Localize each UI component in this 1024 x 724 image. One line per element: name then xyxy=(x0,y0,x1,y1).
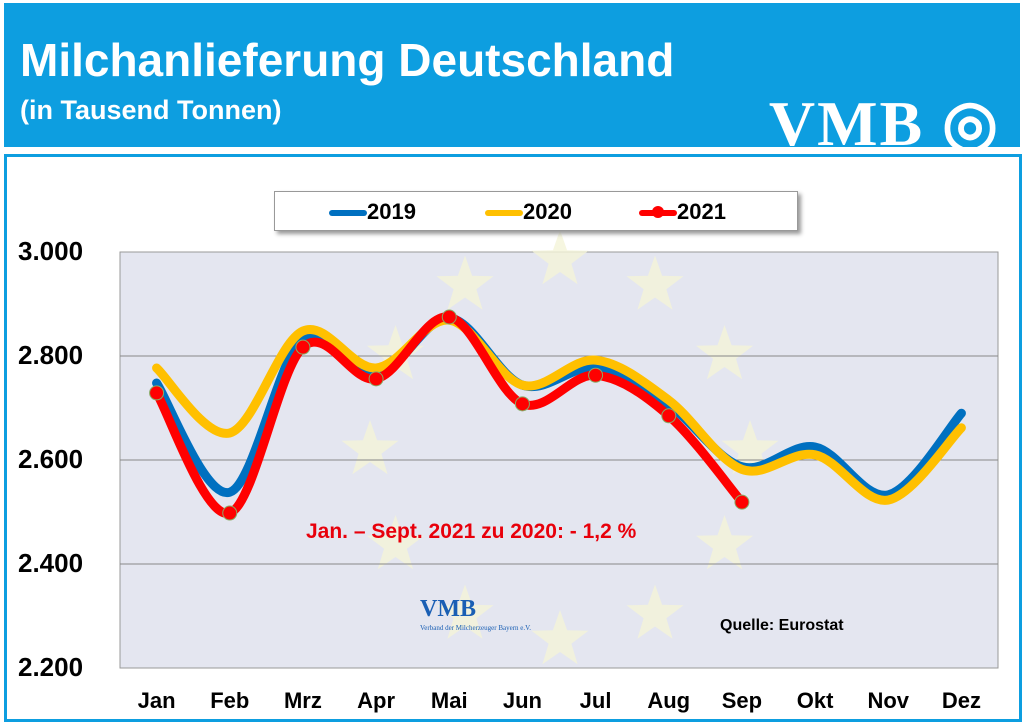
x-tick-label: Jun xyxy=(502,688,542,713)
x-tick-label: Sep xyxy=(721,688,763,713)
legend-swatch-2019 xyxy=(329,210,367,217)
y-tick-label: 2.400 xyxy=(18,548,84,578)
eu-star-icon xyxy=(366,325,424,380)
eu-star-icon xyxy=(531,230,589,285)
eu-star-icon xyxy=(366,515,424,570)
data-point-2021 xyxy=(149,385,165,401)
x-tick-label: Feb xyxy=(210,688,250,713)
x-tick-label: Nov xyxy=(867,688,910,713)
x-tick-label: Dez xyxy=(941,688,981,713)
x-tick-label: Apr xyxy=(357,688,396,713)
data-point-2021 xyxy=(295,339,311,355)
eu-star-icon xyxy=(696,325,754,380)
x-tick-label: Mrz xyxy=(283,688,322,713)
x-tick-label: Jul xyxy=(579,688,612,713)
data-point-2021 xyxy=(588,367,604,383)
eu-star-icon xyxy=(531,610,589,665)
x-tick-label: Mai xyxy=(430,688,468,713)
watermark-logo: VMB xyxy=(420,596,476,622)
eu-star-icon xyxy=(341,420,399,475)
data-point-2021 xyxy=(661,408,677,424)
eu-star-icon xyxy=(721,420,779,475)
annotation: Jan. – Sept. 2021 zu 2020: - 1,2 % xyxy=(306,520,637,543)
data-point-2021 xyxy=(441,309,457,325)
x-tick-label: Jan xyxy=(137,688,176,713)
y-tick-label: 2.800 xyxy=(18,340,84,370)
vmb-logo: VMB ◎ xyxy=(768,88,1000,159)
legend-2021: 2021 xyxy=(639,199,726,225)
eu-star-icon xyxy=(696,515,754,570)
source-label: Quelle: Eurostat xyxy=(720,617,844,634)
eu-star-icon xyxy=(436,255,494,310)
y-tick-label: 2.200 xyxy=(18,652,84,682)
chart-subtitle: (in Tausend Tonnen) xyxy=(20,95,282,125)
header-banner: Milchanlieferung Deutschland (in Tausend… xyxy=(4,3,1020,159)
eu-star-icon xyxy=(436,584,494,639)
series-line-2020 xyxy=(152,315,966,505)
y-tick-label: 2.600 xyxy=(18,444,84,474)
data-point-2021 xyxy=(514,396,530,412)
legend: 2019 2020 2021 xyxy=(274,191,798,231)
data-point-2021 xyxy=(222,505,238,521)
legend-2019: 2019 xyxy=(329,199,416,225)
legend-swatch-2020 xyxy=(485,210,523,217)
eu-star-icon xyxy=(626,584,684,639)
legend-2020: 2020 xyxy=(485,199,572,225)
data-point-2021 xyxy=(368,371,384,387)
eu-star-icon xyxy=(626,255,684,310)
watermark-tagline: Verband der Milcherzeuger Bayern e.V. xyxy=(420,624,532,632)
x-tick-label: Okt xyxy=(796,688,834,713)
series-line-2021 xyxy=(152,312,747,518)
chart-title: Milchanlieferung Deutschland xyxy=(20,34,675,86)
legend-swatch-2021 xyxy=(639,206,677,219)
y-tick-label: 3.000 xyxy=(18,236,84,266)
data-point-2021 xyxy=(734,494,750,510)
x-tick-label: Aug xyxy=(647,688,691,713)
